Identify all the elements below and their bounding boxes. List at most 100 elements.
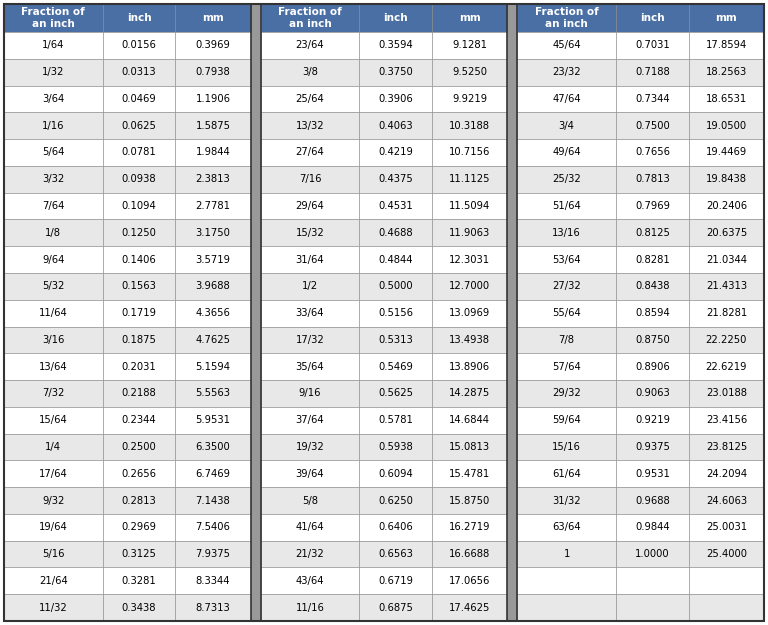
Text: 5/32: 5/32	[42, 281, 65, 291]
Bar	[616, 4, 689, 32]
Text: 0.0156: 0.0156	[121, 41, 157, 51]
Bar	[432, 32, 508, 59]
Bar	[518, 219, 616, 246]
Text: 0.1719: 0.1719	[121, 308, 157, 318]
Bar	[518, 300, 616, 326]
Text: 49/64: 49/64	[552, 148, 581, 158]
Text: 0.5313: 0.5313	[379, 335, 413, 345]
Text: 11.9063: 11.9063	[449, 228, 490, 238]
Text: 17.0656: 17.0656	[449, 576, 491, 586]
Bar	[359, 59, 432, 86]
Bar	[175, 407, 250, 434]
Bar	[103, 300, 175, 326]
Bar	[432, 541, 508, 568]
Bar	[616, 514, 689, 541]
Bar	[260, 380, 359, 407]
Bar	[432, 192, 508, 219]
Text: 31/64: 31/64	[296, 254, 324, 264]
Text: Fraction of
an inch: Fraction of an inch	[535, 8, 598, 29]
Bar	[359, 166, 432, 192]
Bar	[689, 461, 764, 487]
Bar	[518, 380, 616, 407]
Bar	[260, 353, 359, 380]
Text: 0.2969: 0.2969	[121, 522, 157, 532]
Text: 22.2250: 22.2250	[706, 335, 747, 345]
Bar	[4, 246, 103, 273]
Text: 15.4781: 15.4781	[449, 469, 490, 479]
Text: 15/32: 15/32	[296, 228, 324, 238]
Bar	[260, 568, 359, 594]
Bar	[103, 112, 175, 139]
Text: 57/64: 57/64	[552, 362, 581, 372]
Bar	[359, 326, 432, 353]
Text: 25.4000: 25.4000	[706, 549, 747, 559]
Bar	[689, 380, 764, 407]
Text: 15/16: 15/16	[552, 442, 581, 452]
Bar	[616, 353, 689, 380]
Bar	[175, 59, 250, 86]
Text: 11/32: 11/32	[39, 602, 68, 612]
Text: 10.3188: 10.3188	[449, 121, 490, 131]
Bar	[4, 59, 103, 86]
Text: 0.4063: 0.4063	[379, 121, 413, 131]
Bar	[689, 568, 764, 594]
Bar	[175, 32, 250, 59]
Text: 8.3344: 8.3344	[196, 576, 230, 586]
Text: 0.2813: 0.2813	[121, 496, 157, 506]
Bar	[616, 461, 689, 487]
Text: 0.0313: 0.0313	[122, 67, 157, 77]
Text: 15/64: 15/64	[39, 415, 68, 425]
Text: 0.5469: 0.5469	[379, 362, 413, 372]
Bar	[260, 487, 359, 514]
Text: 2.3813: 2.3813	[196, 174, 230, 184]
Text: 59/64: 59/64	[552, 415, 581, 425]
Bar	[518, 246, 616, 273]
Text: 7.1438: 7.1438	[196, 496, 230, 506]
Bar	[616, 300, 689, 326]
Bar	[359, 353, 432, 380]
Bar	[616, 541, 689, 568]
Bar	[260, 4, 359, 32]
Bar	[518, 353, 616, 380]
Bar	[432, 219, 508, 246]
Text: 0.7969: 0.7969	[635, 201, 670, 211]
Bar	[432, 273, 508, 300]
Bar	[260, 112, 359, 139]
Bar	[175, 568, 250, 594]
Text: 13/32: 13/32	[296, 121, 324, 131]
Text: 63/64: 63/64	[552, 522, 581, 532]
Bar	[260, 86, 359, 112]
Bar	[518, 273, 616, 300]
Bar	[175, 86, 250, 112]
Text: 1.0000: 1.0000	[635, 549, 670, 559]
Text: inch: inch	[127, 13, 151, 23]
Bar	[432, 86, 508, 112]
Bar	[175, 166, 250, 192]
Text: 0.6875: 0.6875	[379, 602, 413, 612]
Text: 0.1875: 0.1875	[121, 335, 157, 345]
Text: 41/64: 41/64	[296, 522, 324, 532]
Bar	[4, 139, 103, 166]
Bar	[260, 273, 359, 300]
Bar	[359, 139, 432, 166]
Bar	[103, 86, 175, 112]
Bar	[4, 192, 103, 219]
Bar	[616, 59, 689, 86]
Bar	[518, 59, 616, 86]
Bar	[260, 166, 359, 192]
Text: 5/64: 5/64	[42, 148, 65, 158]
Bar	[103, 32, 175, 59]
Text: 1/4: 1/4	[45, 442, 61, 452]
Bar	[689, 112, 764, 139]
Bar	[4, 273, 103, 300]
Text: 11.5094: 11.5094	[449, 201, 490, 211]
Bar	[103, 139, 175, 166]
Bar	[4, 166, 103, 192]
Text: 18.2563: 18.2563	[706, 67, 747, 77]
Bar	[4, 32, 103, 59]
Bar	[689, 273, 764, 300]
Bar	[175, 246, 250, 273]
Bar	[250, 4, 260, 621]
Bar	[432, 594, 508, 621]
Bar	[103, 568, 175, 594]
